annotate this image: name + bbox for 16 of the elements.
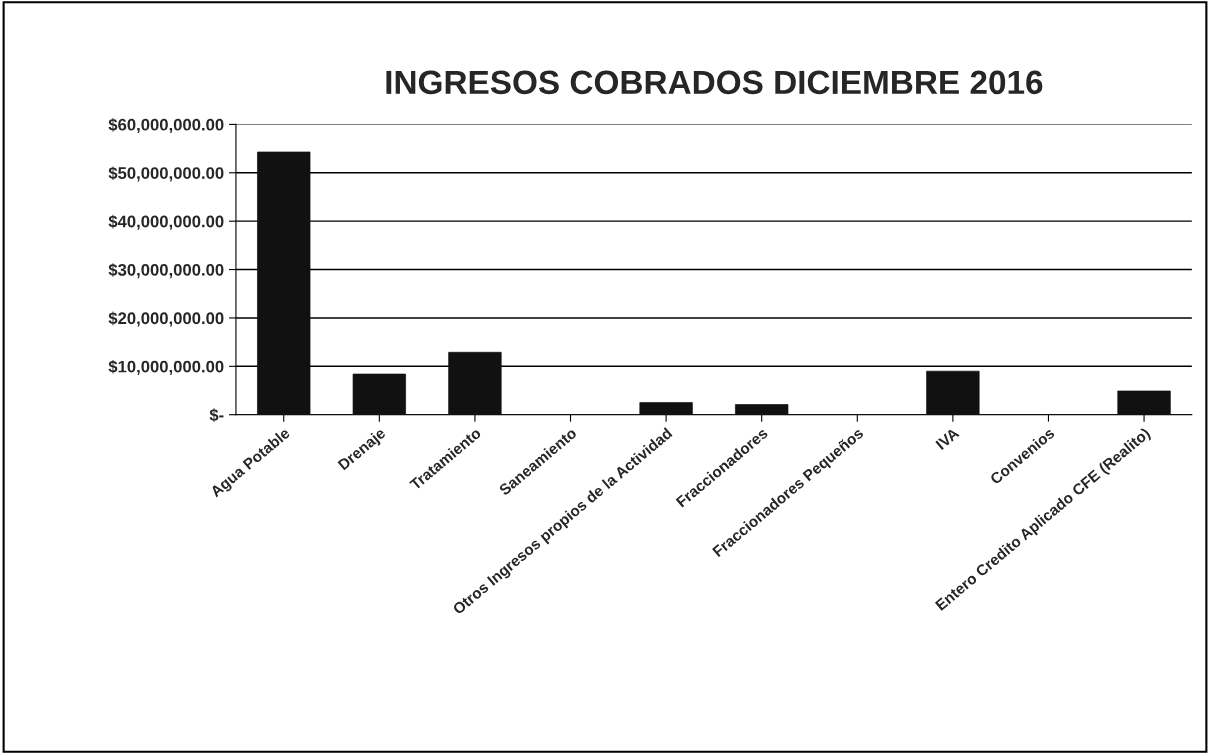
bar — [639, 402, 693, 415]
y-tick-label: $50,000,000.00 — [108, 166, 224, 182]
y-tick-label: $30,000,000.00 — [108, 263, 224, 279]
y-tick-label: $- — [209, 408, 224, 422]
y-tick-label: $20,000,000.00 — [108, 311, 224, 327]
bar — [926, 370, 980, 415]
y-tick-label: $60,000,000.00 — [108, 118, 224, 134]
y-tick-label: $10,000,000.00 — [108, 359, 224, 375]
chart-title: INGRESOS COBRADOS DICIEMBRE 2016 — [386, 70, 1043, 95]
bar — [257, 151, 311, 415]
y-tick-label: $40,000,000.00 — [108, 214, 224, 230]
bar — [352, 373, 406, 415]
bar — [735, 404, 789, 415]
bar — [1117, 390, 1171, 415]
x-tick-label: IVA — [935, 427, 960, 450]
bar — [448, 351, 502, 415]
